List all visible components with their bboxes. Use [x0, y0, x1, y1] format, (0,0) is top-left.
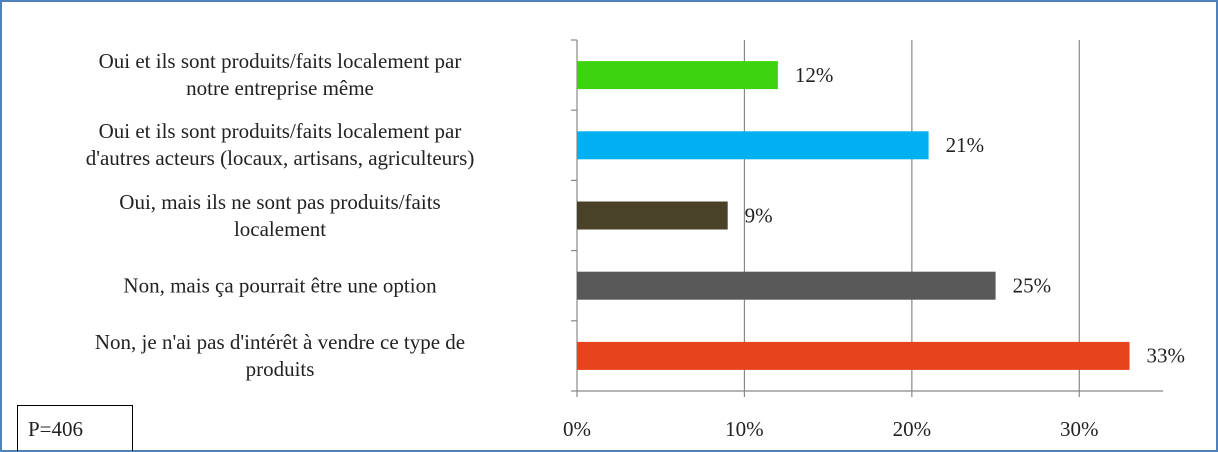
category-label: Non, je n'ai pas d'intérêt à vendre ce t… [94, 329, 466, 381]
bar [577, 341, 1130, 370]
bar [577, 201, 728, 230]
x-tick-label: 30% [1060, 417, 1099, 441]
category-label: Oui et ils sont produits/faits localemen… [85, 119, 475, 171]
value-label: 21% [946, 133, 985, 157]
category-label: Non, mais ça pourrait être une option [123, 273, 437, 298]
bar [577, 271, 996, 300]
value-label: 33% [1147, 344, 1186, 368]
x-tick-label: 0% [563, 417, 591, 441]
bar [577, 61, 778, 90]
value-label: 25% [1013, 274, 1052, 298]
x-tick-label: 10% [725, 417, 764, 441]
annotation: P=406 [17, 405, 133, 451]
x-tick-label: 20% [893, 417, 932, 441]
value-label: 12% [795, 63, 834, 87]
category-label: Oui, mais ils ne sont pas produits/faits… [119, 189, 441, 241]
value-label: 9% [745, 203, 773, 227]
category-label: Oui et ils sont produits/faits localemen… [98, 49, 462, 101]
bar [577, 131, 929, 160]
